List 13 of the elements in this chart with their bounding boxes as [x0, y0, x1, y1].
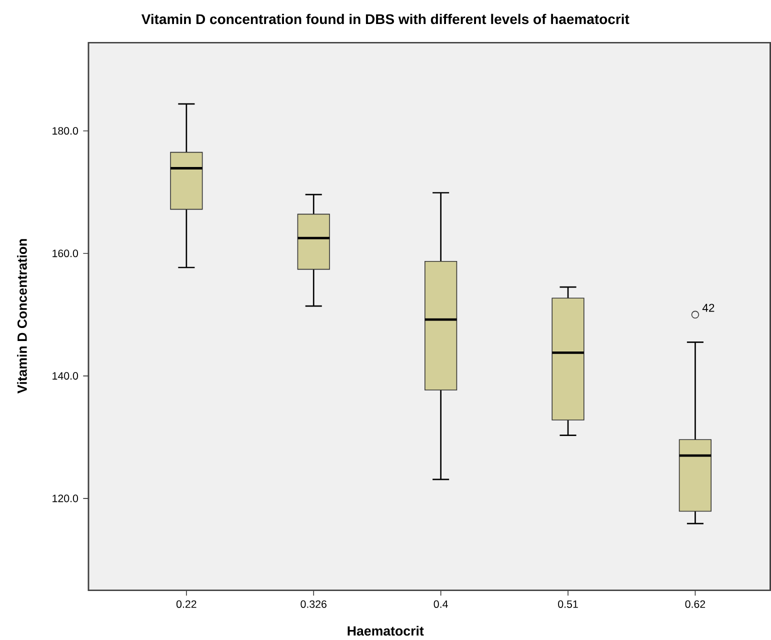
y-tick-label: 160.0 [52, 250, 78, 258]
y-tick-label: 180.0 [52, 127, 78, 135]
annotation: 42 [702, 304, 714, 312]
x-tick-label: 0.326 [300, 600, 326, 608]
y-axis-title: Vitamin D Concentration [17, 239, 27, 394]
x-tick-label: 0.4 [434, 600, 448, 608]
y-tick-label: 120.0 [52, 494, 78, 502]
x-tick-label: 0.62 [685, 600, 706, 608]
x-axis-title: Haematocrit [348, 626, 424, 636]
x-tick-label: 0.51 [558, 600, 578, 608]
y-tick-label: 140.0 [52, 372, 78, 380]
chart-title: Vitamin D concentration found in DBS with different levels of haematocrit [141, 14, 630, 24]
x-tick-label: 0.22 [176, 600, 196, 608]
